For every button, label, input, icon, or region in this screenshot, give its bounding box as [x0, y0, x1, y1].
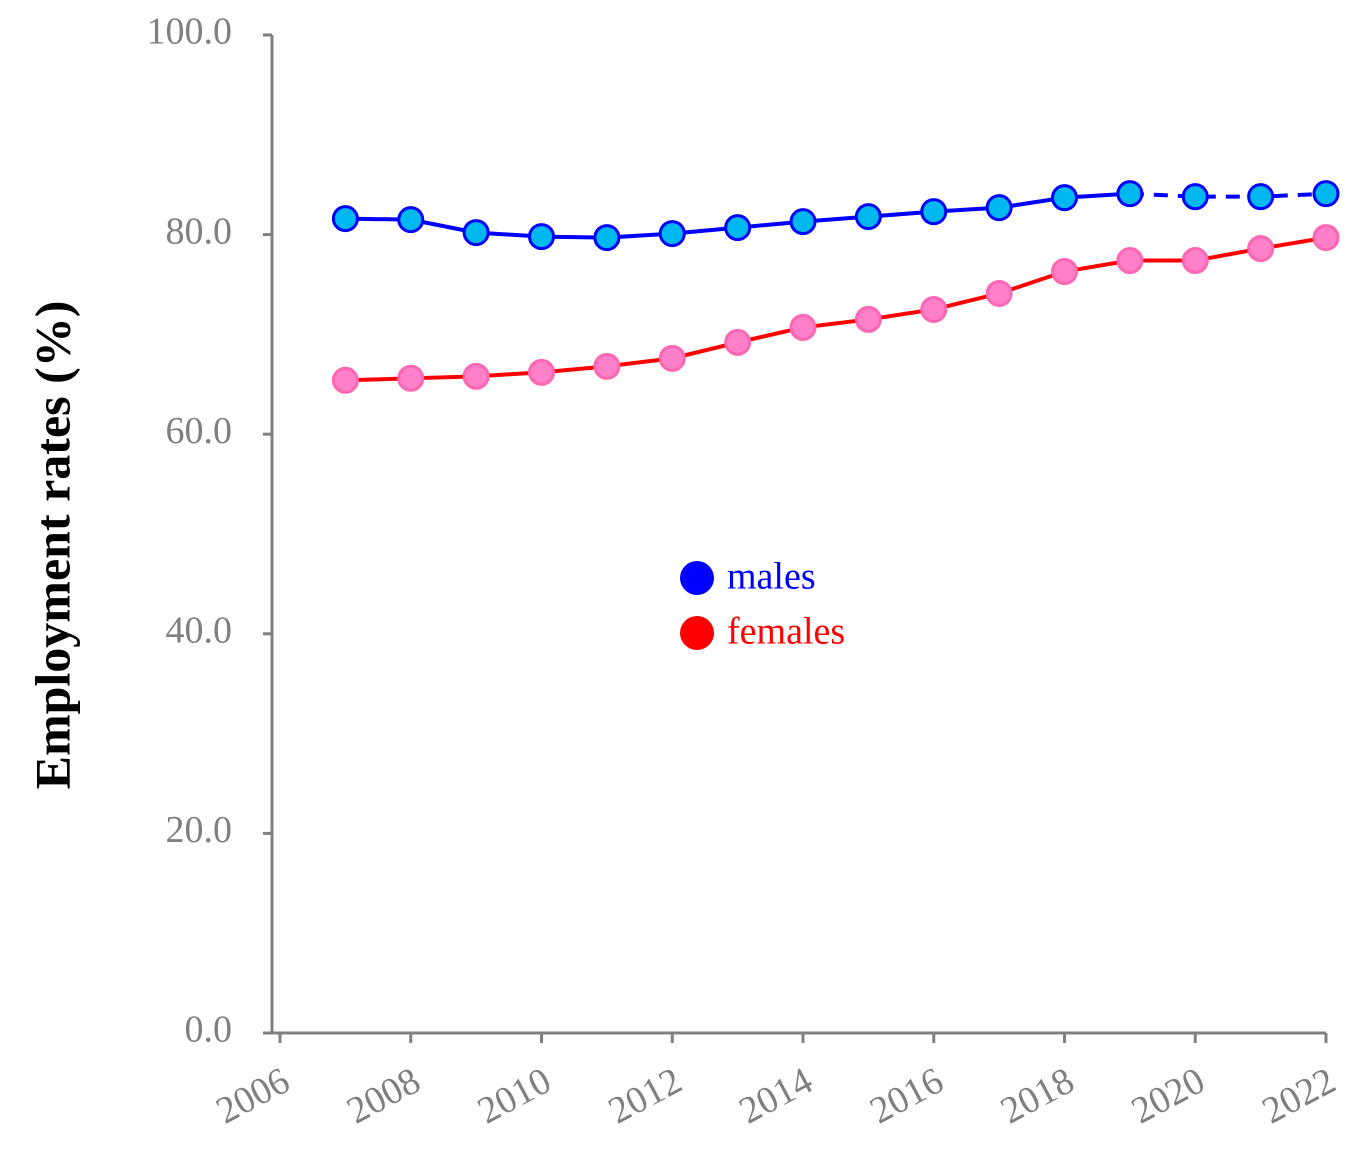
marker — [331, 366, 359, 394]
marker — [1181, 247, 1209, 275]
x-tick-label: 2020 — [1125, 1060, 1212, 1133]
x-tick-label: 2010 — [471, 1060, 558, 1133]
series-line — [1129, 191, 1327, 199]
y-tick-label: 40.0 — [166, 610, 233, 652]
marker — [528, 223, 555, 251]
marker — [462, 362, 490, 390]
series-line — [345, 235, 1327, 383]
legend-marker — [680, 616, 714, 650]
marker — [1312, 180, 1340, 208]
legend-label: females — [727, 611, 845, 653]
y-tick-label: 80.0 — [166, 210, 233, 252]
marker — [724, 214, 752, 242]
y-tick-label: 60.0 — [166, 410, 233, 452]
x-tick-label: 2012 — [602, 1060, 689, 1133]
marker — [397, 364, 425, 392]
marker — [462, 219, 490, 247]
marker — [789, 313, 817, 341]
legend-marker — [680, 561, 714, 595]
marker — [1116, 180, 1144, 208]
marker — [397, 206, 425, 234]
legend-label: males — [727, 556, 816, 598]
marker — [1051, 258, 1078, 286]
y-tick-label: 0.0 — [185, 1009, 233, 1051]
marker — [920, 198, 948, 226]
marker — [789, 208, 817, 236]
marker — [854, 203, 882, 231]
marker — [331, 205, 359, 233]
marker — [1181, 183, 1209, 211]
marker — [1116, 247, 1144, 275]
y-tick-label: 20.0 — [166, 809, 233, 851]
marker — [920, 295, 948, 323]
x-tick-label: 2008 — [340, 1060, 427, 1133]
marker — [593, 224, 621, 252]
marker — [1312, 224, 1340, 252]
x-tick-label: 2014 — [732, 1060, 819, 1133]
x-tick-label: 2022 — [1255, 1060, 1342, 1133]
marker — [1247, 183, 1275, 211]
marker — [1051, 184, 1078, 212]
y-tick-label: 100.0 — [147, 11, 233, 53]
marker — [985, 279, 1013, 307]
marker — [658, 220, 686, 248]
marker — [528, 358, 555, 386]
marker — [985, 194, 1013, 222]
x-tick-label: 2006 — [209, 1060, 296, 1133]
marker — [1247, 235, 1275, 263]
marker — [854, 305, 882, 333]
y-axis-label: Employment rates (%) — [24, 301, 80, 790]
marker — [658, 344, 686, 372]
x-tick-label: 2018 — [994, 1060, 1081, 1133]
x-tick-label: 2016 — [863, 1060, 950, 1133]
marker — [593, 352, 621, 380]
marker — [724, 328, 752, 356]
